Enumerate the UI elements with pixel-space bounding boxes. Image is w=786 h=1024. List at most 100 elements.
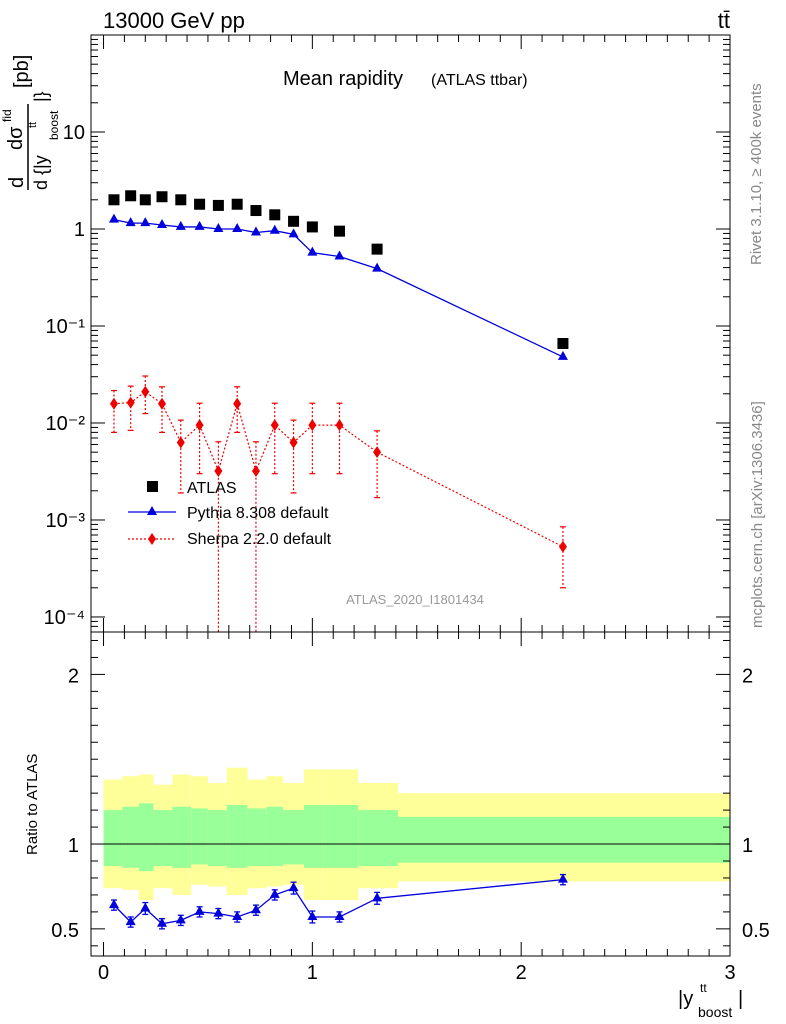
ratio-y-tick-label-right: 1 — [742, 835, 753, 857]
atlas-point — [108, 194, 120, 206]
ratio-y-tick-label: 1 — [68, 835, 79, 857]
stat-band-green — [103, 810, 123, 867]
ratio-y-tick-label: 0.5 — [51, 920, 79, 942]
xlabel-sup: tt — [700, 981, 707, 995]
ylabel-denominator: d {|y — [31, 155, 51, 190]
stat-band-green — [358, 810, 398, 867]
ratio-y-tick-label-right: 0.5 — [742, 920, 770, 942]
chart-title: Mean rapidity — [283, 68, 403, 90]
legend-pythia-marker — [147, 506, 157, 515]
y-tick-label: 1 — [74, 219, 85, 241]
ratio-pythia-point — [125, 916, 136, 926]
atlas-point — [269, 209, 281, 221]
ylabel-denominator-end: |} — [31, 91, 51, 102]
y-tick-label: 10⁻⁴ — [44, 607, 85, 629]
pythia-point — [108, 213, 119, 223]
sherpa-point — [233, 397, 242, 410]
ratio-marks — [108, 873, 568, 930]
pythia-point — [175, 220, 186, 230]
main-ticks: 10⁻⁴ 10⁻³ 10⁻² 10⁻¹ 1 10 — [44, 35, 731, 633]
stat-band-green — [247, 808, 267, 867]
atlas-point — [194, 198, 206, 210]
x-tick-label: 1 — [307, 962, 318, 984]
ratio-bands — [103, 767, 730, 901]
sherpa-point — [270, 419, 279, 432]
pythia-line — [113, 218, 564, 358]
pythia-point — [250, 226, 261, 236]
atlas-point — [125, 190, 137, 202]
stat-band-green — [191, 808, 208, 865]
legend-atlas-marker — [147, 481, 158, 492]
sherpa-point — [141, 385, 150, 398]
ratio-ticks: 0.5 0.5 1 1 2 2 0 1 2 3 — [51, 632, 770, 984]
ratio-pythia-point — [140, 902, 151, 912]
pythia-point — [157, 218, 167, 228]
sherpa-point — [308, 419, 317, 432]
sherpa-point — [126, 396, 135, 409]
x-tick-label: 0 — [98, 962, 109, 984]
x-tick-label: 2 — [516, 962, 527, 984]
main-panel: 10⁻⁴ 10⁻³ 10⁻² 10⁻¹ 1 10 Mean rapidity (ATLAS… — [0, 34, 731, 633]
legend-atlas-label: ATLAS — [187, 480, 237, 497]
stat-band-green — [207, 810, 227, 867]
ylabel-prefix: d — [6, 177, 28, 188]
pythia-point — [334, 250, 345, 260]
analysis-tag: ATLAS_2020_I1801434 — [346, 592, 484, 607]
ratio-y-tick-label-right: 2 — [742, 665, 753, 687]
sherpa-point — [251, 464, 260, 477]
x-tick-label: 3 — [724, 962, 735, 984]
pythia-point — [557, 350, 568, 360]
process-label: tt̄ — [718, 8, 730, 33]
sherpa-point — [195, 419, 204, 432]
sherpa-point — [289, 436, 298, 449]
mcplots-label: mcplots.cern.ch [arXiv:1306.3436] — [749, 401, 766, 628]
pythia-point — [125, 217, 136, 227]
y-tick-label: 10 — [63, 122, 85, 144]
stat-band-green — [139, 803, 154, 872]
ratio-pythia-point — [250, 904, 261, 914]
xlabel-end: | — [738, 988, 743, 1010]
ratio-pythia-point — [557, 873, 568, 883]
ylabel-numerator-sup: fid — [0, 109, 14, 122]
ratio-pythia-point — [157, 917, 167, 927]
legend-pythia-label: Pythia 8.308 default — [187, 505, 329, 522]
stat-band-green — [304, 805, 323, 868]
pythia-point — [232, 222, 243, 232]
pythia-point — [288, 228, 299, 238]
ratio-pythia-point — [232, 910, 243, 920]
atlas-point — [212, 199, 224, 211]
pythia-point — [213, 222, 224, 232]
stat-band-green — [226, 805, 248, 868]
ratio-pythia-point — [288, 882, 299, 892]
atlas-point — [139, 194, 151, 206]
main-marks — [108, 190, 569, 632]
ratio-y-tick-label: 2 — [68, 665, 79, 687]
y-tick-label: 10⁻³ — [46, 510, 86, 532]
sherpa-line — [113, 390, 564, 548]
atlas-point — [156, 191, 168, 203]
xlabel-main: |y — [678, 988, 693, 1010]
stat-band-green — [322, 805, 359, 868]
atlas-point — [175, 194, 187, 206]
ylabel-unit: [pb] — [11, 55, 33, 88]
legend-sherpa-label: Sherpa 2.2.0 default — [187, 531, 332, 548]
ratio-pythia-point — [194, 905, 205, 915]
legend-sherpa-marker — [148, 533, 156, 545]
pythia-point — [307, 246, 318, 256]
sherpa-point — [335, 419, 344, 432]
ratio-pythia-point — [175, 914, 186, 924]
atlas-point — [288, 215, 300, 227]
sherpa-point — [176, 436, 185, 449]
sherpa-point — [214, 464, 223, 477]
pythia-point — [269, 224, 280, 234]
stat-band-green — [122, 806, 140, 868]
pythia-point — [372, 262, 383, 272]
atlas-point — [306, 221, 318, 233]
energy-label: 13000 GeV pp — [103, 8, 245, 33]
legend: ATLAS Pythia 8.308 default Sherpa 2.2.0 … — [128, 480, 332, 548]
stat-band-green — [153, 810, 173, 867]
main-y-axis-label: d dσ fid d {|y tt boost |} [pb] — [0, 55, 61, 190]
chart-subtitle: (ATLAS ttbar) — [431, 72, 528, 89]
ratio-pythia-point — [334, 910, 345, 920]
